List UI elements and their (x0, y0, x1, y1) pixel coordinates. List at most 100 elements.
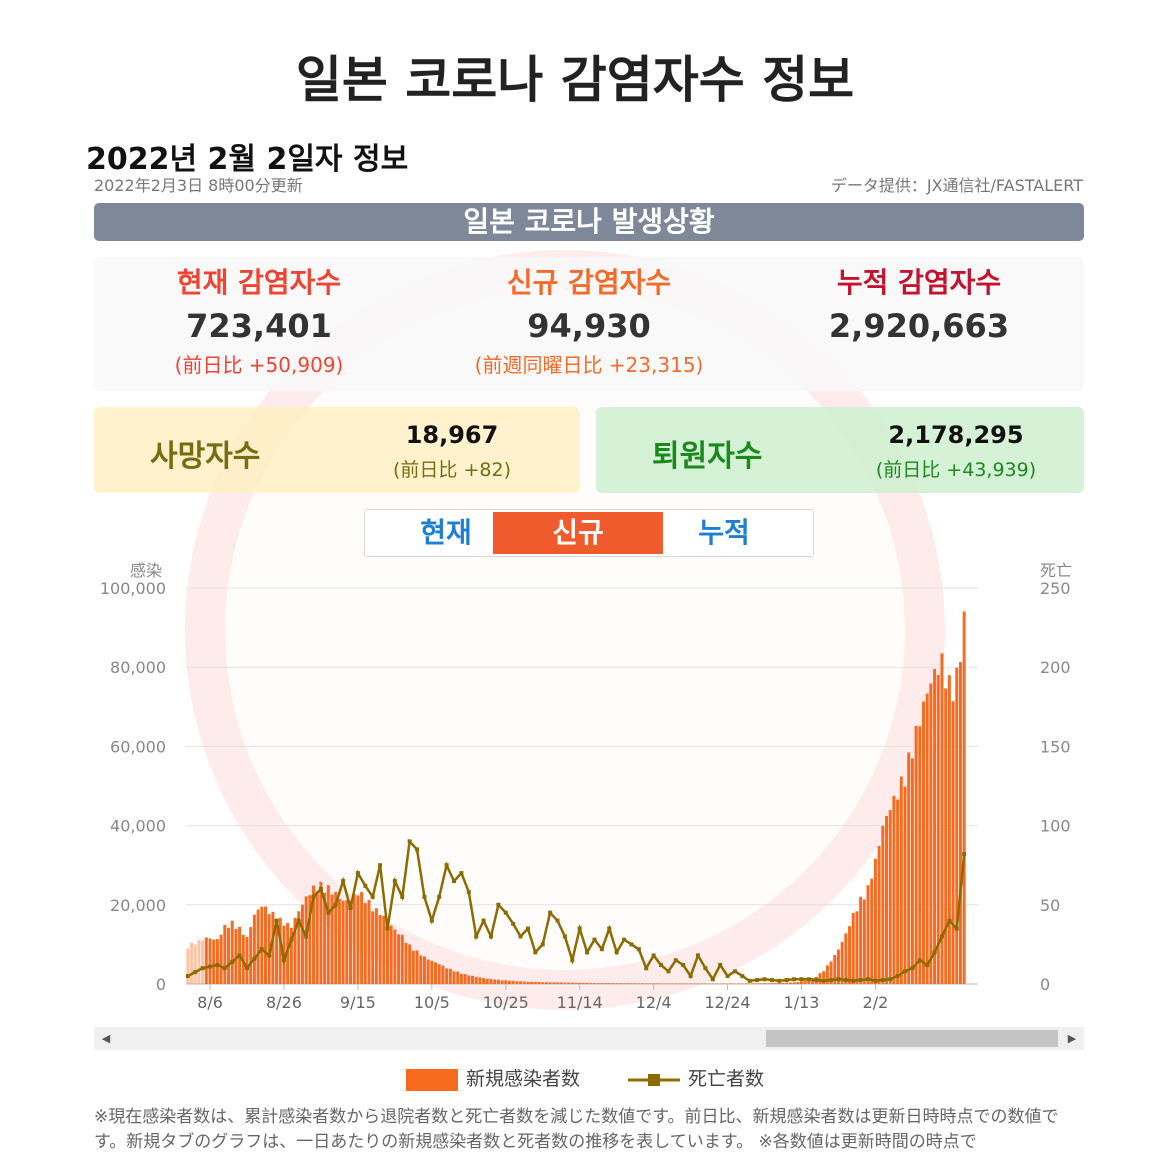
infection-bar (448, 968, 452, 984)
death-point (481, 918, 486, 923)
stat-total-label: 누적 감염자수 (836, 266, 1002, 299)
infection-bar (507, 980, 511, 984)
death-point (755, 978, 760, 983)
death-point (866, 977, 871, 982)
death-point (333, 902, 338, 907)
infection-bar (600, 983, 604, 984)
death-point (784, 978, 789, 983)
infection-bar (655, 983, 659, 984)
death-point (651, 953, 656, 958)
infection-bar (482, 978, 486, 984)
tab-current[interactable]: 현재 (420, 516, 472, 549)
infection-bar (666, 983, 670, 984)
right-tick-label: 50 (1040, 896, 1060, 915)
infection-bar (955, 667, 959, 984)
date-heading: 2022년 2월 2일자 정보 (86, 142, 409, 177)
infection-bar (382, 915, 386, 984)
infection-bar (711, 983, 715, 984)
death-point (459, 871, 464, 876)
scroll-thumb[interactable] (766, 1030, 1058, 1047)
infection-bar (674, 983, 678, 984)
infection-bar (763, 983, 767, 984)
x-tick-label: 10/5 (414, 993, 450, 1012)
death-point (880, 978, 885, 983)
infection-bar (848, 926, 852, 984)
infection-bar (936, 675, 940, 984)
infection-bar (807, 980, 811, 984)
scroll-right-arrow[interactable]: ▶ (1067, 1032, 1077, 1045)
stat-current-label: 현재 감염자수 (176, 266, 342, 299)
infection-bar (692, 983, 696, 984)
infection-bar (504, 980, 508, 984)
infection-bar (556, 982, 559, 984)
stat-new-label: 신규 감염자수 (506, 266, 672, 299)
death-point (570, 958, 575, 963)
infection-bar (962, 611, 966, 984)
infection-bar (836, 949, 840, 984)
infection-bar (467, 975, 471, 984)
infection-bar (371, 911, 375, 984)
legend-infections-label: 新規感染者数 (466, 1068, 581, 1090)
tab-cumulative[interactable]: 누적 (698, 516, 750, 549)
infection-bar (785, 982, 789, 984)
infection-bar (633, 983, 637, 984)
recovered-sub: (前日比 +43,939) (875, 459, 1037, 481)
infection-bar (740, 983, 744, 984)
scroll-left-arrow[interactable]: ◀ (101, 1032, 111, 1045)
x-tick-label: 12/4 (636, 993, 672, 1012)
tab-new[interactable]: 신규 (493, 512, 663, 554)
death-point (540, 942, 545, 947)
infection-bar (944, 688, 948, 984)
legend-deaths: 死亡者数 (628, 1064, 764, 1091)
death-point (718, 962, 723, 967)
death-point (888, 977, 893, 982)
stat-new: 신규 감염자수 94,930 (前週同曜日比 +23,315) (424, 257, 754, 378)
infection-bar (811, 978, 815, 984)
right-tick-label: 200 (1040, 658, 1071, 677)
death-point (695, 953, 700, 958)
death-point (363, 883, 368, 888)
infection-bar (593, 983, 596, 984)
death-point (281, 958, 286, 963)
infection-bar (822, 971, 826, 984)
infection-bar (245, 937, 249, 984)
death-point (304, 934, 309, 939)
infection-bar (227, 927, 230, 984)
death-point (311, 894, 316, 899)
infection-bar (541, 982, 545, 984)
infection-bar (825, 965, 829, 984)
infection-bar (759, 983, 763, 984)
death-point (666, 969, 671, 974)
chart-scrollbar[interactable]: ◀ ▶ (94, 1027, 1084, 1050)
death-point (858, 978, 863, 983)
legend-line-swatch (628, 1073, 680, 1086)
death-point (851, 978, 856, 983)
infection-bar (286, 922, 290, 984)
death-point (792, 977, 797, 982)
infection-bar (478, 977, 482, 984)
infection-bar (485, 978, 489, 984)
infection-bar (526, 981, 530, 984)
infection-bar (659, 983, 663, 984)
death-point (932, 950, 937, 955)
death-point (629, 942, 634, 947)
death-point (925, 962, 930, 967)
infection-bar (234, 928, 238, 984)
infection-bar (877, 845, 881, 984)
death-point (326, 910, 331, 915)
infection-bar (238, 926, 242, 984)
infection-bar (319, 881, 323, 984)
right-axis-label: 死亡 (1040, 561, 1073, 580)
death-point (954, 926, 959, 931)
death-point (732, 969, 737, 974)
infection-bar (223, 924, 227, 984)
deaths-card: 사망자수 18,967 (前日比 +82) (94, 407, 580, 493)
infection-bar (670, 983, 674, 984)
infection-bar (840, 942, 844, 984)
death-point (488, 934, 493, 939)
death-point (289, 937, 294, 942)
infection-bar (474, 976, 478, 984)
infection-bar (363, 903, 367, 984)
infection-bar (445, 968, 449, 984)
infection-bar (618, 983, 622, 984)
